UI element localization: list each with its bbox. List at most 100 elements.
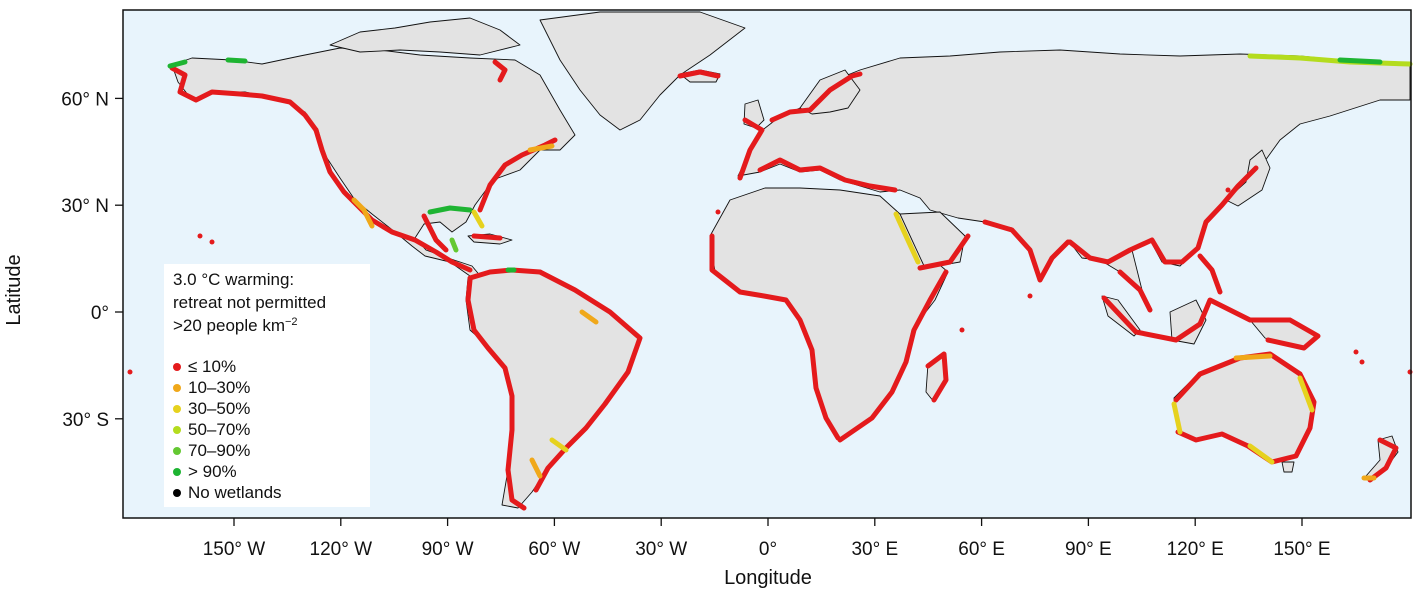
borneo-landmass xyxy=(1169,299,1207,345)
map-frame xyxy=(122,9,1412,519)
island-wetland-dot xyxy=(715,209,721,215)
legend-swatch xyxy=(173,446,181,455)
x-tick-label: 150° W xyxy=(203,539,266,560)
legend-item-label: 50–70% xyxy=(188,419,251,439)
island-wetland-dot xyxy=(1225,187,1231,193)
south-america-caribbean-coast xyxy=(467,267,543,281)
hudson-coast xyxy=(492,59,508,83)
legend-item: ≤ 10% xyxy=(173,356,282,377)
north-sea-coast xyxy=(769,71,863,123)
gulf-coast-west xyxy=(421,213,449,253)
x-tick-label: 90° E xyxy=(1065,539,1112,560)
legend-item-label: 30–50% xyxy=(188,398,251,418)
x-tick-label: 30° W xyxy=(635,539,687,560)
yucatan-coast xyxy=(449,237,459,253)
legend-title-line-3: >20 people km−2 xyxy=(173,314,326,337)
patagonia-coast xyxy=(529,457,543,479)
rio-de-la-plata-coast xyxy=(549,437,569,453)
south-america-atlantic-coast xyxy=(533,269,643,493)
island-wetland-dot xyxy=(127,369,133,375)
y-axis-ticks: 60° N 30° N 0° 30° S xyxy=(61,89,123,431)
x-tick-label: 60° W xyxy=(528,539,580,560)
legend-item-label: > 90% xyxy=(188,461,237,481)
india-coast xyxy=(982,219,1071,283)
island-wetland-dot xyxy=(209,239,215,245)
legend-title-exponent: −2 xyxy=(285,316,298,328)
x-tick-label: 120° W xyxy=(310,539,373,560)
africa-west-coast xyxy=(709,233,841,441)
legend-title: 3.0 °C warming: retreat not permitted >2… xyxy=(173,268,326,337)
alaska-north-coast-east xyxy=(225,57,248,64)
australia-north-coast xyxy=(1233,353,1273,361)
island-wetland-dot xyxy=(959,327,965,333)
amazon-mouth-coast xyxy=(579,309,599,325)
alaska-coast xyxy=(169,65,319,133)
africa-east-coast xyxy=(837,269,949,443)
australia-east-coast xyxy=(1297,375,1315,413)
y-tick-label: 30° S xyxy=(62,410,109,431)
legend-swatch xyxy=(173,467,181,476)
caribbean-coast xyxy=(471,233,503,241)
y-axis-title: Latitude xyxy=(3,254,25,325)
gulf-coast xyxy=(427,205,473,215)
legend-swatch xyxy=(173,362,181,371)
legend-item-label: ≤ 10% xyxy=(188,356,237,376)
legend-item-label: 70–90% xyxy=(188,440,251,460)
arabia-coast xyxy=(917,233,971,271)
legend-item: > 90% xyxy=(173,461,282,482)
x-tick-label: 150° E xyxy=(1273,539,1330,560)
y-tick-label: 0° xyxy=(91,303,109,324)
arctic-islands-landmass xyxy=(329,17,521,56)
mediterranean-coast xyxy=(757,157,898,193)
legend-title-line-1: 3.0 °C warming: xyxy=(173,270,295,289)
greenland-landmass xyxy=(539,11,746,131)
x-tick-label: 0° xyxy=(759,539,777,560)
philippines-coast xyxy=(1197,253,1223,295)
newfoundland-coast xyxy=(527,143,555,153)
x-tick-label: 30° E xyxy=(851,539,898,560)
legend-title-line-2: retreat not permitted xyxy=(173,293,327,312)
island-wetland-dot xyxy=(1353,349,1359,355)
legend: 3.0 °C warming: retreat not permitted >2… xyxy=(164,264,370,507)
south-america-pacific-coast xyxy=(465,277,527,511)
baja-coast xyxy=(351,197,375,229)
x-tick-label: 90° W xyxy=(422,539,474,560)
legend-swatch xyxy=(173,488,181,497)
new-zealand-coast xyxy=(1367,437,1399,483)
alaska-north-coast xyxy=(167,59,188,69)
madagascar-coast xyxy=(925,351,949,403)
y-tick-label: 60° N xyxy=(61,89,109,110)
x-tick-label: 120° E xyxy=(1167,539,1224,560)
legend-item: 70–90% xyxy=(173,440,282,461)
legend-item: 10–30% xyxy=(173,377,282,398)
x-axis-title: Longitude xyxy=(724,567,812,589)
iceland-coast xyxy=(677,69,721,79)
indonesia-coast xyxy=(1101,295,1321,351)
island-wetland-dot xyxy=(1359,359,1365,365)
legend-swatch xyxy=(173,383,181,392)
siberia-arctic-coast-green xyxy=(1337,57,1383,65)
coastal-wetland-layer xyxy=(127,53,1413,511)
x-tick-label: 60° E xyxy=(958,539,1005,560)
island-wetland-dot xyxy=(197,233,203,239)
europe-atlantic-coast xyxy=(737,117,765,181)
australia-south-coast xyxy=(1247,443,1275,465)
legend-item-label: 10–30% xyxy=(188,377,251,397)
north-america-pacific-coast xyxy=(313,127,473,273)
north-america-atlantic-coast xyxy=(477,137,558,213)
arabia-landmass xyxy=(899,211,966,269)
indochina-coast xyxy=(1117,269,1153,313)
australia-west-coast xyxy=(1171,401,1183,435)
legend-items: ≤ 10% 10–30% 30–50% 50–70% 70–90% > 90% No wet… xyxy=(173,356,282,503)
legend-item: 30–50% xyxy=(173,398,282,419)
tasmania-landmass xyxy=(1281,461,1295,473)
legend-swatch xyxy=(173,425,181,434)
y-tick-label: 30° N xyxy=(61,196,109,217)
legend-item-label: No wetlands xyxy=(188,482,282,502)
red-sea-coast xyxy=(893,211,921,265)
island-wetland-dot xyxy=(1027,293,1033,299)
southeast-asia-coast xyxy=(1067,165,1259,265)
legend-title-density: >20 people km xyxy=(173,316,285,335)
florida-coast xyxy=(471,209,485,229)
legend-item: No wetlands xyxy=(173,482,282,503)
